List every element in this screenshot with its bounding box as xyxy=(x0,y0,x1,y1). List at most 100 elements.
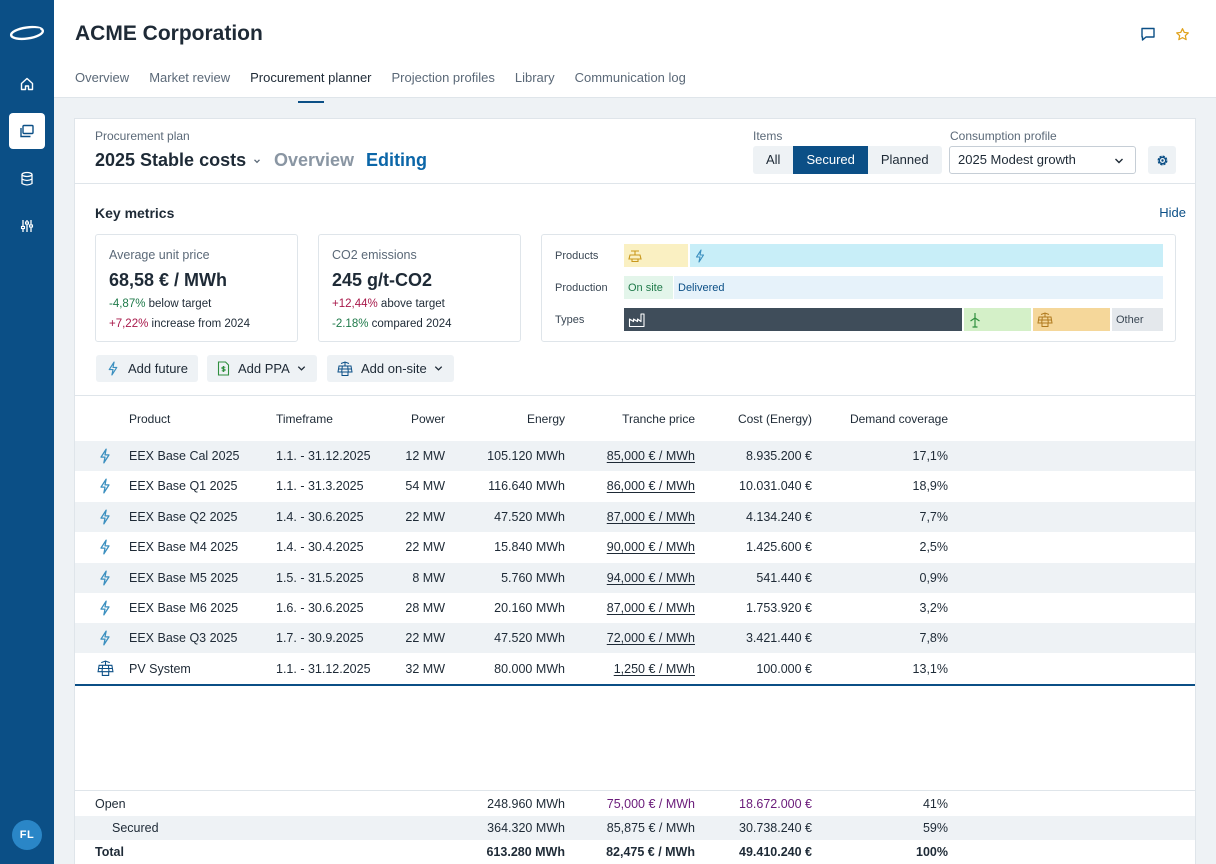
items-filter: All Secured Planned xyxy=(753,146,942,174)
table-row[interactable]: EEX Base M4 2025 1.4. - 30.4.2025 22 MW 15.… xyxy=(75,532,1195,562)
sidebar-item-home[interactable] xyxy=(9,66,45,102)
table-row[interactable]: PV System 1.1. - 31.12.2025 32 MW 80.000 MW… xyxy=(75,654,1195,684)
hide-metrics-link[interactable]: Hide xyxy=(1159,205,1186,220)
divider xyxy=(75,790,1195,791)
plan-selector[interactable]: 2025 Stable costs xyxy=(95,150,262,171)
cell-coverage: 7,7% xyxy=(919,509,949,524)
cell-energy: 116.640 MWh xyxy=(488,479,565,494)
tranche-price-link[interactable]: 90,000 € / MWh xyxy=(606,540,695,555)
tranche-price-link[interactable]: 94,000 € / MWh xyxy=(606,570,695,585)
avatar[interactable]: FL xyxy=(12,820,42,850)
products-segment-futures[interactable] xyxy=(690,244,1163,267)
settings-button[interactable] xyxy=(1148,146,1176,174)
sidebar-item-folder[interactable] xyxy=(9,113,45,149)
app-logo[interactable] xyxy=(9,22,45,44)
cell-coverage: 18,9% xyxy=(912,479,948,494)
cell-energy: 20.160 MWh xyxy=(494,601,565,615)
key-metrics-title: Key metrics xyxy=(95,205,175,221)
favorite-button[interactable] xyxy=(1173,25,1191,43)
table-row[interactable]: EEX Base M5 2025 1.5. - 31.5.2025 8 MW 5.76… xyxy=(75,562,1195,593)
sidebar-item-settings[interactable] xyxy=(9,208,45,244)
tranche-price-link[interactable]: 1,250 € / MWh xyxy=(613,661,695,676)
products-label: Products xyxy=(555,250,599,262)
solar-panel-icon xyxy=(628,249,642,262)
solar-panel-icon xyxy=(1037,311,1053,327)
tranche-price-link[interactable]: 87,000 € / MWh xyxy=(606,601,695,615)
table-row[interactable]: EEX Base Cal 2025 1.1. - 31.12.2025 12 MW 1… xyxy=(75,441,1195,471)
cell-product: EEX Base Q2 2025 xyxy=(129,509,238,524)
tab-procurement-planner[interactable]: Procurement planner xyxy=(250,70,372,103)
sidebar: FL xyxy=(0,0,54,864)
column-header-cost[interactable]: Cost (Energy) xyxy=(737,412,812,426)
summary-label: Open xyxy=(95,797,126,811)
column-header-power[interactable]: Power xyxy=(410,412,445,426)
products-segment-onsite[interactable] xyxy=(624,244,688,267)
column-header-tranche-price[interactable]: Tranche price xyxy=(622,412,695,426)
add-ppa-button[interactable]: Add PPA xyxy=(207,355,317,382)
types-segment-wind[interactable] xyxy=(964,308,1031,331)
tranche-price-link[interactable]: 72,000 € / MWh xyxy=(606,631,695,646)
production-segment-delivered[interactable]: Delivered xyxy=(674,276,1163,299)
production-segment-onsite[interactable]: On site xyxy=(624,276,673,299)
cell-timeframe: 1.5. - 31.5.2025 xyxy=(276,570,364,585)
items-secured-button[interactable]: Secured xyxy=(793,146,868,174)
summary-row-secured: Secured 364.320 MWh 85,875 € / MWh 30.73… xyxy=(75,816,1195,840)
avg-unit-price-card: Average unit price 68,58 € / MWh -4,87% … xyxy=(95,234,298,342)
cell-power: 54 MW xyxy=(405,479,445,494)
table-row[interactable]: EEX Base M6 2025 1.6. - 30.6.2025 28 MW 20.… xyxy=(75,593,1195,623)
table-row[interactable]: EEX Base Q1 2025 1.1. - 31.3.2025 54 MW 116… xyxy=(75,471,1195,501)
cell-timeframe: 1.1. - 31.12.2025 xyxy=(276,449,371,463)
items-planned-button[interactable]: Planned xyxy=(880,152,929,167)
column-header-energy[interactable]: Energy xyxy=(526,412,565,426)
cell-energy: 15.840 MWh xyxy=(494,540,565,555)
cell-timeframe: 1.1. - 31.12.2025 xyxy=(276,661,371,676)
summary-label: Total xyxy=(95,845,124,859)
divider xyxy=(75,183,1195,184)
tab-library[interactable]: Library xyxy=(514,70,555,85)
lightning-icon xyxy=(96,447,114,465)
table-row[interactable]: EEX Base Q3 2025 1.7. - 30.9.2025 22 MW 47.… xyxy=(75,623,1195,654)
column-header-timeframe[interactable]: Timeframe xyxy=(276,412,333,426)
types-segment-other[interactable]: Other xyxy=(1112,308,1163,331)
items-all-button[interactable]: All xyxy=(766,152,781,167)
view-editing-link[interactable]: Editing xyxy=(366,150,427,170)
column-header-demand-coverage[interactable]: Demand coverage xyxy=(849,412,948,426)
tab-communication-log[interactable]: Communication log xyxy=(574,70,686,85)
cell-timeframe: 1.6. - 30.6.2025 xyxy=(276,601,364,615)
tab-projection-profiles[interactable]: Projection profiles xyxy=(391,70,495,85)
tranche-price-link[interactable]: 87,000 € / MWh xyxy=(606,509,695,524)
consumption-profile-value: 2025 Modest growth xyxy=(958,152,1076,167)
types-segment-solar[interactable] xyxy=(1033,308,1110,331)
folder-icon xyxy=(20,124,34,138)
column-header-product[interactable]: Product xyxy=(129,412,171,426)
add-onsite-button[interactable]: Add on-site xyxy=(327,355,454,382)
lightning-icon xyxy=(695,248,705,263)
home-icon xyxy=(20,77,34,91)
cell-coverage: 13,1% xyxy=(912,661,948,676)
lightning-icon xyxy=(96,508,114,526)
types-segment-fossil[interactable] xyxy=(624,308,962,331)
consumption-profile-label: Consumption profile xyxy=(950,129,1057,143)
tranche-price-link[interactable]: 85,000 € / MWh xyxy=(606,449,695,463)
page-title: ACME Corporation xyxy=(75,22,263,45)
star-icon xyxy=(1175,27,1189,40)
sidebar-item-database[interactable] xyxy=(9,161,45,197)
cell-cost: 10.031.040 € xyxy=(739,479,812,494)
summary-energy: 248.960 MWh xyxy=(487,797,565,811)
tranche-price-link[interactable]: 86,000 € / MWh xyxy=(606,479,695,494)
comment-button[interactable] xyxy=(1139,25,1157,43)
chevron-down-icon xyxy=(254,158,261,163)
consumption-profile-select[interactable]: 2025 Modest growth xyxy=(949,146,1136,174)
production-label: Production xyxy=(555,282,608,294)
solar-panel-icon xyxy=(96,660,114,678)
add-future-button[interactable]: Add future xyxy=(96,355,198,382)
tab-market-review[interactable]: Market review xyxy=(149,70,231,85)
cell-cost: 100.000 € xyxy=(756,661,812,676)
gear-icon xyxy=(1157,155,1167,165)
tab-overview[interactable]: Overview xyxy=(75,70,130,85)
cell-product: EEX Base Q1 2025 xyxy=(129,479,238,494)
table-row[interactable]: EEX Base Q2 2025 1.4. - 30.6.2025 22 MW 47.… xyxy=(75,501,1195,532)
view-overview-link[interactable]: Overview xyxy=(274,150,355,170)
cell-product: EEX Base M5 2025 xyxy=(129,570,239,585)
cell-power: 12 MW xyxy=(405,449,445,463)
